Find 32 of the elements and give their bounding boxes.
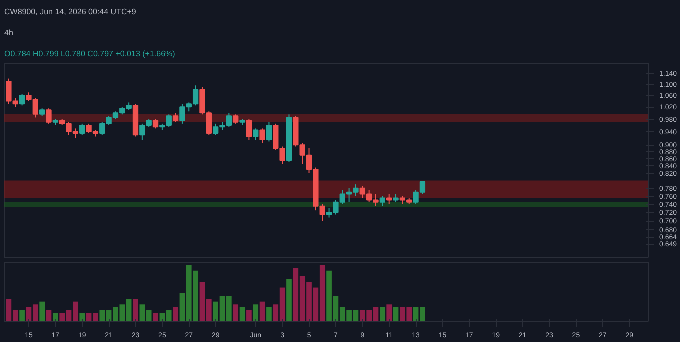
bar: [253, 304, 259, 322]
candlestick: [172, 112, 179, 123]
bar: [393, 307, 399, 322]
candlestick: [246, 118, 252, 141]
bar: [286, 279, 292, 322]
candlestick: [80, 123, 86, 136]
bar: [260, 302, 266, 322]
candlestick: [253, 128, 259, 141]
bar: [52, 313, 58, 322]
bar: [266, 307, 272, 322]
bar: [20, 310, 25, 322]
bar: [240, 307, 246, 322]
chart-subtitle: O0.784 H0.799 L0.780 C0.797 +0.013 (+1.66%): [4, 50, 176, 58]
bar: [40, 302, 45, 322]
candlestick: [380, 196, 386, 207]
candlestick: [386, 194, 392, 205]
bar: [380, 307, 386, 322]
bar: [246, 310, 252, 322]
bar: [153, 313, 158, 322]
bar: [133, 299, 138, 322]
bar: [80, 313, 86, 322]
candlestick: [266, 122, 272, 142]
candlestick: [233, 114, 239, 124]
bar: [173, 307, 178, 322]
candlestick: [260, 128, 266, 144]
bar: [386, 304, 392, 322]
candlestick: [19, 94, 26, 106]
candlestick: [46, 108, 52, 124]
bar: [233, 304, 239, 322]
candlestick: [152, 118, 159, 130]
text: CW8900, Jun 14, 2026 00:44 UTC+9: [4, 8, 137, 16]
chart-title: 4h: [4, 28, 14, 38]
